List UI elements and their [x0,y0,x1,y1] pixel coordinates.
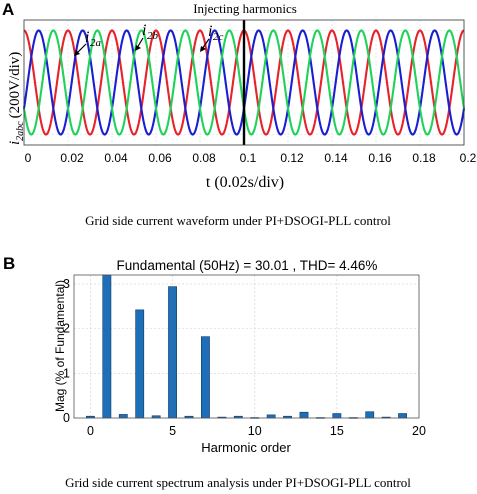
panel-b-bars [86,274,407,419]
curve-label-i2a-arrowhead [74,50,80,56]
bar-harmonic-17 [365,411,375,419]
panel-a-x-axis-label: t (0.02s/div) [206,174,284,191]
curve-label-i2a: i 2a [74,29,102,56]
curve-label-i2c-arrowhead [200,46,206,52]
panel-a-annotation: Injecting harmonics [193,1,297,16]
panel-a-x-tick-label: 0.14 [324,151,348,165]
ylabel-rest: (200V/div) [7,52,23,119]
panel-a-y-axis-label-text: i2abc (200V/div) [7,52,26,145]
panel-a-plot-frame [23,19,465,146]
bar-harmonic-19 [398,413,407,419]
panel-a-x-tick-label: 0.12 [280,151,304,165]
panel-b-grid [74,275,420,419]
panel-b-plot-frame [73,274,420,419]
bar-harmonic-5 [168,286,177,419]
panel-b-x-tick-label: 0 [87,424,94,438]
panel-a-x-tick-label: 0.04 [104,151,128,165]
bar-harmonic-11 [266,414,276,419]
panel-a-x-tick-label: 0.02 [60,151,84,165]
curve-label-i2c: i 2c [200,23,224,52]
ylabel-main: i [7,141,23,145]
bar-harmonic-2 [118,414,128,419]
panel-b-x-tick-label: 5 [169,424,176,438]
panel-b-y-tick-label: 1 [63,366,70,380]
panel-a-label: A [2,0,14,19]
bar-harmonic-3 [135,309,145,419]
panel-b-caption: Grid side current spectrum analysis unde… [65,475,411,490]
ylabel-sub: 2abc [15,121,26,141]
bar-harmonic-13 [299,411,309,419]
panel-b-y-tick-label: 0 [63,411,70,425]
bar-harmonic-1 [102,274,112,419]
curve-labels: i 2a i 2b i 2c [74,22,224,56]
panel-a-x-tick-label: 0.1 [240,151,257,165]
panel-a-x-tick-label: 0.2 [460,151,477,165]
curve-label-i2b-sub: 2b [147,30,159,42]
panel-b-label: B [3,254,15,273]
bar-harmonic-7 [201,336,210,419]
curve-label-i2c-sub: 2c [213,31,224,43]
panel-b-x-tick-label: 20 [412,424,426,438]
panel-b-x-tick-label: 15 [330,424,344,438]
panel-a-x-tick-label: 0 [25,151,32,165]
panel-a-x-tick-label: 0.18 [412,151,436,165]
panel-b-y-tick-label: 2 [63,322,70,336]
bar-harmonic-15 [332,413,342,419]
curve-label-i2b-main: i [142,22,146,39]
curve-label-i2a-main: i [85,29,89,46]
curve-label-i2a-sub: 2a [90,37,102,49]
panel-b-y-tick-labels: 0 1 2 3 [63,277,70,425]
panel-b-x-tick-label: 10 [248,424,262,438]
curve-label-i2c-main: i [208,23,212,40]
panel-a-caption: Grid side current waveform under PI+DSOG… [85,213,391,228]
panel-b-y-tick-label: 3 [63,277,70,291]
curve-label-i2b-arrowhead [135,45,141,51]
panel-b-y-axis-label: Mag (% of Fundamental) [53,280,67,412]
panel-b-title: Fundamental (50Hz) = 30.01 , THD= 4.46% [117,258,378,273]
curve-label-i2b: i 2b [135,22,159,51]
panel-a-x-tick-label: 0.16 [368,151,392,165]
panel-a-x-tick-labels: 0 0.02 0.04 0.06 0.08 0.1 0.12 0.14 0.16 0.18 0.2 [25,151,477,165]
panel-b-x-axis-label: Harmonic order [201,440,291,455]
panel-b-x-tick-labels: 0 5 10 15 20 [87,424,426,438]
panel-a-x-tick-label: 0.06 [148,151,172,165]
panel-a-y-axis-label: i2abc (200V/div) [7,52,26,145]
panel-a-x-tick-label: 0.08 [192,151,216,165]
